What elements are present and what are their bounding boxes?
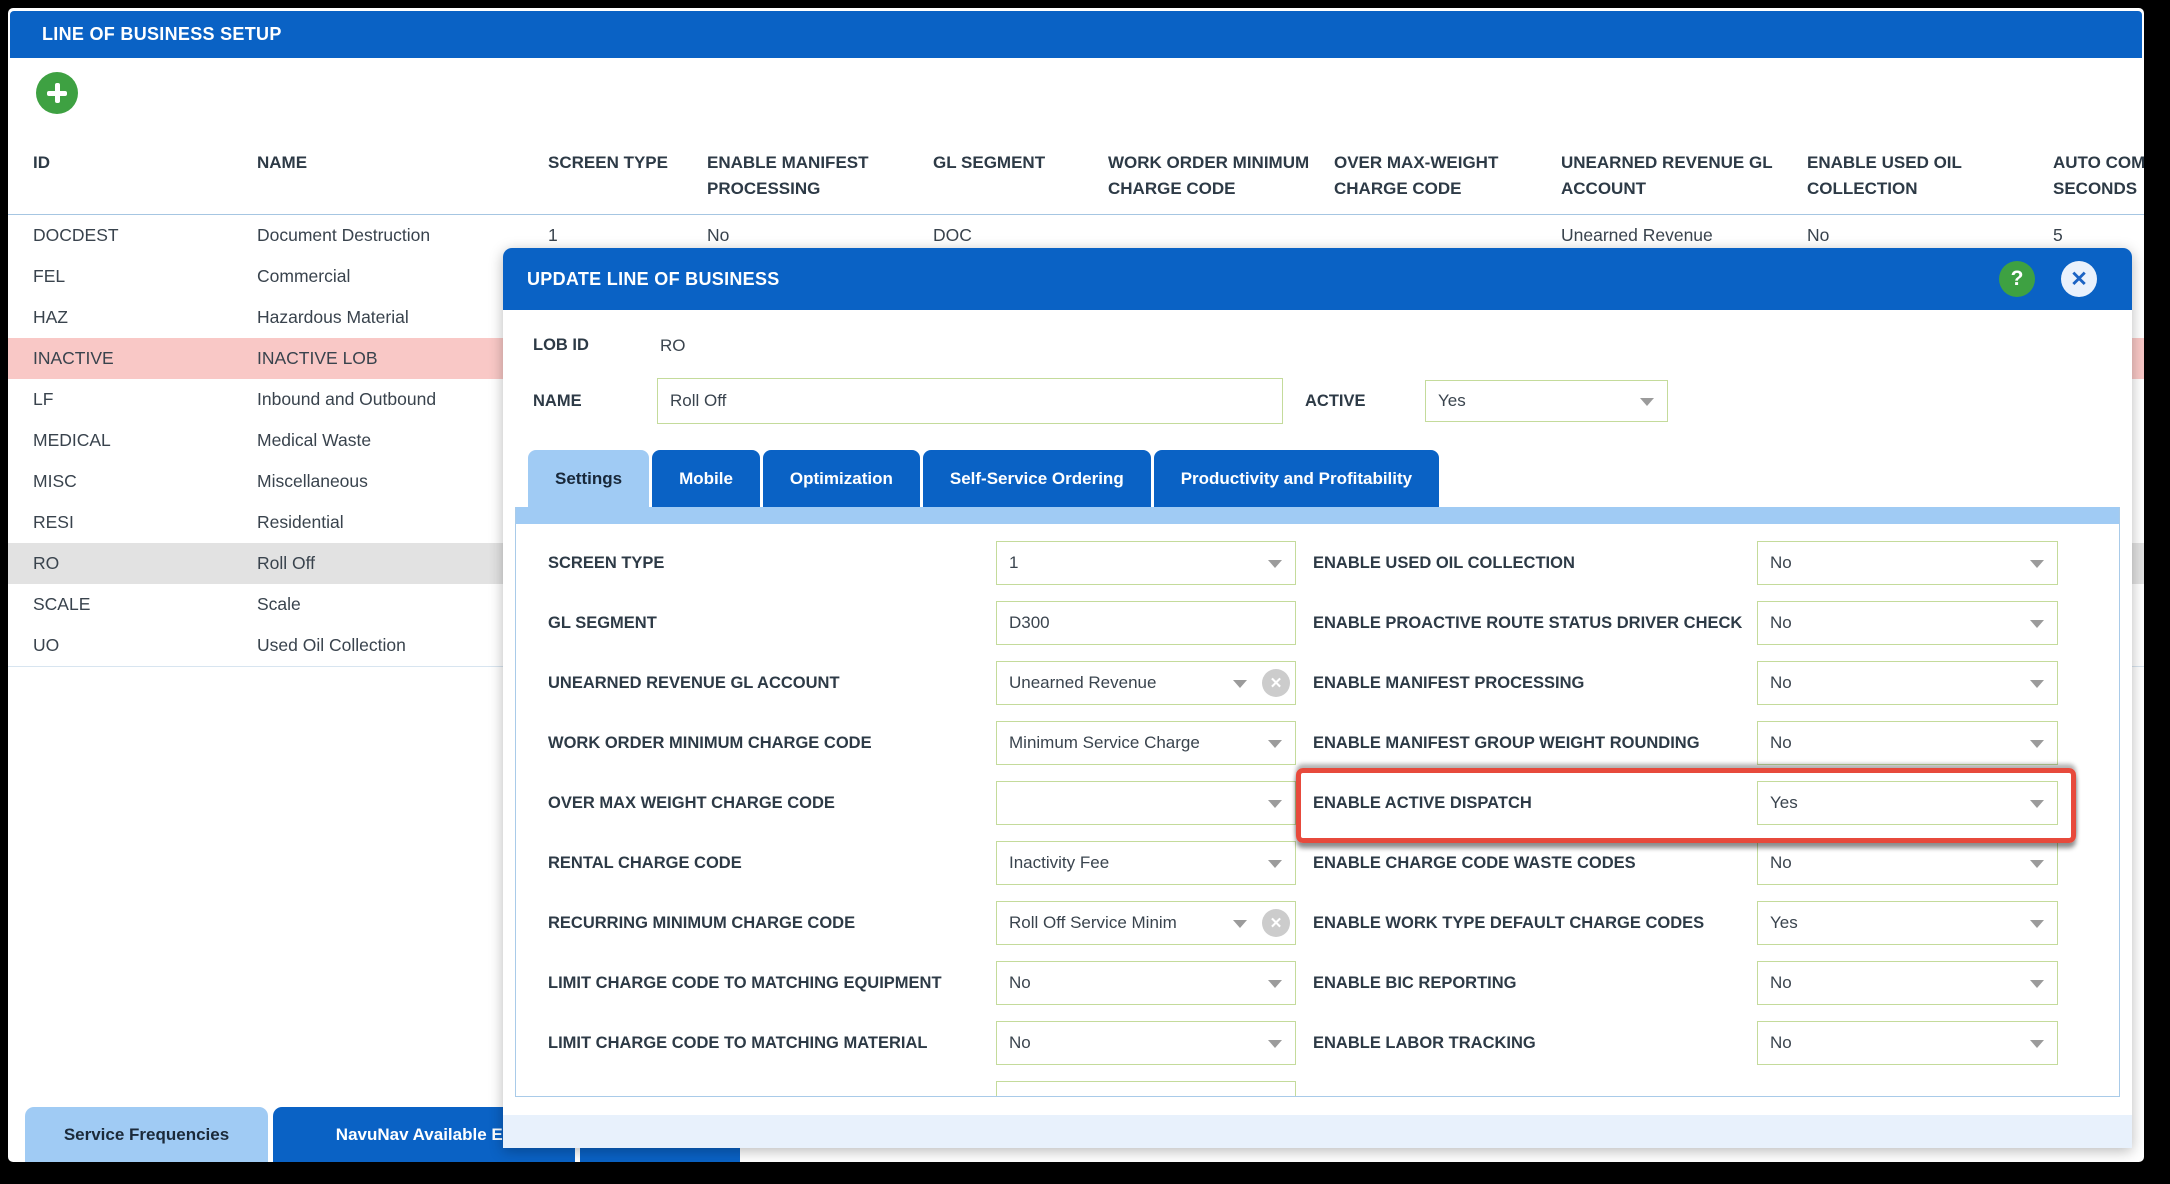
tab-mobile[interactable]: Mobile	[652, 450, 760, 507]
enable-waste-codes-select[interactable]: No	[1757, 841, 2058, 885]
modal-title: UPDATE LINE OF BUSINESS	[527, 268, 780, 289]
form-row: UNEARNED REVENUE GL ACCOUNT Unearned Rev…	[548, 653, 1328, 713]
form-row: OVER MAX WEIGHT CHARGE CODE	[548, 773, 1328, 833]
chevron-down-icon	[1233, 680, 1247, 688]
question-icon: ?	[2010, 267, 2024, 290]
chevron-down-icon	[1268, 800, 1282, 808]
close-button[interactable]: ✕	[2061, 261, 2097, 297]
form-row: ENABLE WORK TYPE DEFAULT CHARGE CODES Ye…	[1313, 893, 2076, 953]
form-row: ENABLE CHARGE CODE WASTE CODES No	[1313, 833, 2076, 893]
enable-proactive-route-select[interactable]: No	[1757, 601, 2058, 645]
chevron-down-icon	[1268, 740, 1282, 748]
modal-tab-bar: Settings Mobile Optimization Self-Servic…	[528, 450, 1440, 507]
table-header: ID NAME SCREEN TYPE ENABLE MANIFEST PROCE…	[8, 126, 2144, 215]
form-row: SCREEN TYPE 1	[548, 533, 1328, 593]
chevron-down-icon	[1268, 560, 1282, 568]
chevron-down-icon	[1268, 1040, 1282, 1048]
chevron-down-icon	[2030, 620, 2044, 628]
page-title-bar: LINE OF BUSINESS SETUP	[10, 11, 2142, 58]
chevron-down-icon	[1233, 920, 1247, 928]
rental-charge-select[interactable]: Inactivity Fee	[996, 841, 1296, 885]
chevron-down-icon	[1268, 980, 1282, 988]
column-header-over-max-weight: OVER MAX-WEIGHT CHARGE CODE	[1334, 153, 1499, 198]
add-lob-button[interactable]	[36, 72, 78, 114]
bottom-tab-service-frequencies[interactable]: Service Frequencies	[25, 1107, 268, 1162]
over-max-weight-charge-select[interactable]	[996, 781, 1296, 825]
limit-charge-material-select[interactable]: No	[996, 1021, 1296, 1065]
active-select[interactable]: Yes	[1425, 380, 1668, 422]
column-header-enable-manifest: ENABLE MANIFEST PROCESSING	[707, 153, 869, 198]
settings-right-column: ENABLE USED OIL COLLECTION No ENABLE PRO…	[1296, 533, 2076, 1073]
active-label: ACTIVE	[1305, 392, 1366, 410]
form-row: ENABLE PROACTIVE ROUTE STATUS DRIVER CHE…	[1313, 593, 2076, 653]
column-header-id: ID	[33, 153, 50, 172]
unearned-revenue-gl-select[interactable]: Unearned Revenue ✕	[996, 661, 1296, 705]
lob-id-label: LOB ID	[533, 336, 589, 354]
enable-manifest-processing-select[interactable]: No	[1757, 661, 2058, 705]
form-row: ENABLE ACTIVE DISPATCH Yes	[1313, 773, 2076, 833]
modal-header: UPDATE LINE OF BUSINESS ? ✕	[503, 248, 2132, 310]
form-row: RENTAL CHARGE CODE Inactivity Fee	[548, 833, 1328, 893]
chevron-down-icon	[2030, 800, 2044, 808]
chevron-down-icon	[2030, 680, 2044, 688]
form-row: WORK ORDER MINIMUM CHARGE CODE Minimum S…	[548, 713, 1328, 773]
help-button[interactable]: ?	[1999, 261, 2035, 297]
work-order-min-charge-select[interactable]: Minimum Service Charge	[996, 721, 1296, 765]
column-header-name: NAME	[257, 153, 308, 172]
chevron-down-icon	[2030, 1040, 2044, 1048]
gl-segment-input[interactable]: D300	[996, 601, 1296, 645]
form-row: ENABLE LABOR TRACKING No	[1313, 1013, 2076, 1073]
limit-charge-equipment-select[interactable]: No	[996, 961, 1296, 1005]
active-tab-strip	[516, 507, 2119, 524]
column-header-unearned-revenue: UNEARNED REVENUE GL ACCOUNT	[1561, 153, 1773, 198]
plus-icon	[36, 72, 78, 114]
update-lob-modal: UPDATE LINE OF BUSINESS ? ✕ LOB ID RO NA…	[503, 248, 2132, 1148]
tab-productivity-profitability[interactable]: Productivity and Profitability	[1153, 450, 1440, 507]
chevron-down-icon	[2030, 860, 2044, 868]
form-row: This is a test RO LOB Set	[548, 1073, 1328, 1096]
form-row: ENABLE MANIFEST GROUP WEIGHT ROUNDING No	[1313, 713, 2076, 773]
form-row: ENABLE BIC REPORTING No	[1313, 953, 2076, 1013]
column-header-gl-segment: GL SEGMENT	[933, 153, 1046, 172]
name-input[interactable]: Roll Off	[657, 378, 1283, 424]
chevron-down-icon	[2030, 920, 2044, 928]
enable-work-type-defaults-select[interactable]: Yes	[1757, 901, 2058, 945]
clear-icon[interactable]: ✕	[1262, 669, 1290, 697]
recurring-min-charge-select[interactable]: Roll Off Service Minim ✕	[996, 901, 1296, 945]
enable-used-oil-select[interactable]: No	[1757, 541, 2058, 585]
column-header-enable-used-oil: ENABLE USED OIL COLLECTION	[1807, 153, 1962, 198]
column-header-auto-complete: AUTO COM SECONDS	[2053, 153, 2144, 198]
screen-type-select[interactable]: 1	[996, 541, 1296, 585]
form-row: ENABLE MANIFEST PROCESSING No	[1313, 653, 2076, 713]
enable-labor-tracking-select[interactable]: No	[1757, 1021, 2058, 1065]
chevron-down-icon	[1268, 860, 1282, 868]
form-row: GL SEGMENT D300	[548, 593, 1328, 653]
form-row: RECURRING MINIMUM CHARGE CODE Roll Off S…	[548, 893, 1328, 953]
tab-settings[interactable]: Settings	[528, 450, 650, 507]
tab-optimization[interactable]: Optimization	[762, 450, 920, 507]
tab-self-service-ordering[interactable]: Self-Service Ordering	[922, 450, 1151, 507]
name-label: NAME	[533, 392, 582, 410]
form-row: ENABLE USED OIL COLLECTION No	[1313, 533, 2076, 593]
form-row: LIMIT CHARGE CODE TO MATCHING EQUIPMENT …	[548, 953, 1328, 1013]
chevron-down-icon	[2030, 980, 2044, 988]
clear-icon[interactable]: ✕	[1262, 909, 1290, 937]
enable-active-dispatch-select[interactable]: Yes	[1757, 781, 2058, 825]
form-row: LIMIT CHARGE CODE TO MATCHING MATERIAL N…	[548, 1013, 1328, 1073]
column-header-screen-type: SCREEN TYPE	[548, 153, 668, 172]
column-header-work-order-min: WORK ORDER MINIMUM CHARGE CODE	[1108, 153, 1310, 198]
page-title: LINE OF BUSINESS SETUP	[42, 24, 282, 44]
enable-manifest-rounding-select[interactable]: No	[1757, 721, 2058, 765]
enable-bic-reporting-select[interactable]: No	[1757, 961, 2058, 1005]
settings-left-column: SCREEN TYPE 1 GL SEGMENT D300 UNEARNED R…	[548, 533, 1328, 1096]
chevron-down-icon	[1640, 398, 1654, 406]
partial-text-input[interactable]: This is a test RO LOB Set	[996, 1081, 1296, 1096]
settings-panel: SCREEN TYPE 1 GL SEGMENT D300 UNEARNED R…	[515, 507, 2120, 1097]
close-icon: ✕	[2070, 267, 2088, 291]
modal-footer-strip	[503, 1115, 2132, 1148]
lob-id-value: RO	[660, 336, 686, 355]
chevron-down-icon	[2030, 740, 2044, 748]
chevron-down-icon	[2030, 560, 2044, 568]
page: LINE OF BUSINESS SETUP ID NAME SCREEN TY…	[8, 8, 2144, 1162]
